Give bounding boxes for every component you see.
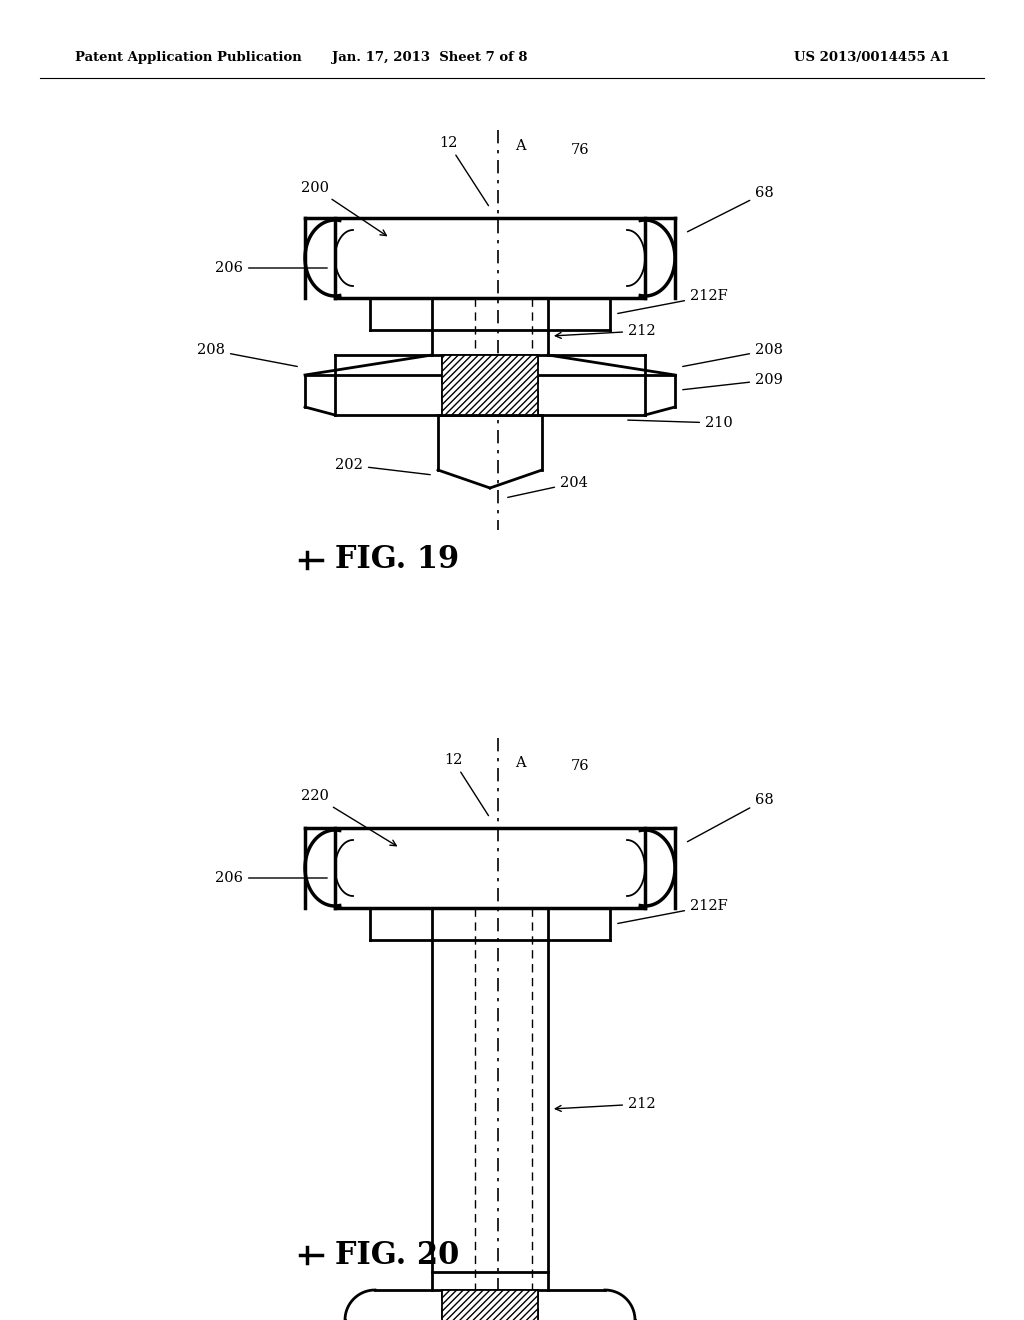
Text: 202: 202 — [335, 458, 430, 475]
Text: 212: 212 — [555, 1097, 655, 1111]
Text: 210: 210 — [628, 416, 733, 430]
Text: 206: 206 — [215, 871, 328, 884]
Text: 209: 209 — [683, 374, 783, 389]
Text: FIG. 20: FIG. 20 — [335, 1239, 459, 1270]
Text: 68: 68 — [687, 793, 774, 842]
Text: 212F: 212F — [617, 899, 728, 924]
Text: 212F: 212F — [617, 289, 728, 313]
Text: Jan. 17, 2013  Sheet 7 of 8: Jan. 17, 2013 Sheet 7 of 8 — [332, 51, 527, 65]
Text: Patent Application Publication: Patent Application Publication — [75, 51, 302, 65]
Text: 208: 208 — [197, 343, 297, 367]
Text: A: A — [515, 139, 525, 153]
Bar — [442, 1290, 538, 1320]
Text: 76: 76 — [570, 759, 590, 774]
Text: 212: 212 — [555, 323, 655, 338]
Text: 220: 220 — [301, 789, 396, 846]
Text: US 2013/0014455 A1: US 2013/0014455 A1 — [795, 51, 950, 65]
Text: 200: 200 — [301, 181, 386, 235]
Text: 206: 206 — [215, 261, 328, 275]
Text: 68: 68 — [687, 186, 774, 232]
Bar — [442, 355, 538, 414]
Text: 12: 12 — [439, 136, 488, 206]
Text: FIG. 19: FIG. 19 — [335, 544, 459, 576]
Text: 12: 12 — [443, 752, 488, 816]
Text: A: A — [515, 756, 525, 770]
Text: 76: 76 — [570, 143, 590, 157]
Text: 204: 204 — [508, 477, 588, 498]
Text: 208: 208 — [683, 343, 783, 367]
